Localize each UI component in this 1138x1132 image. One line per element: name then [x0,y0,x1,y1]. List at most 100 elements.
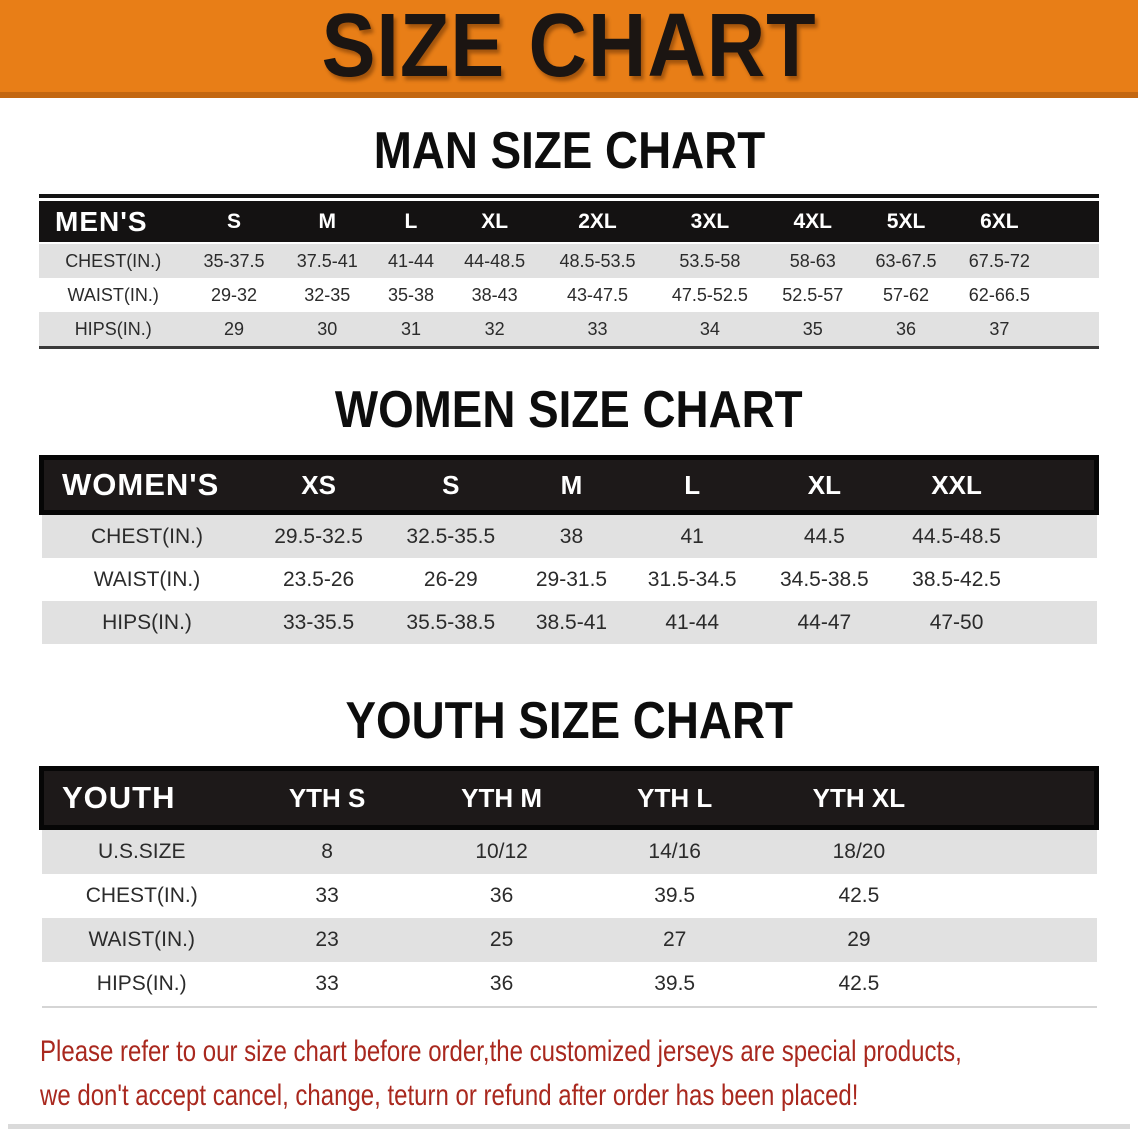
man-section-heading-text: MAN SIZE CHART [373,122,765,180]
row-filler [1022,512,1097,558]
measurement-cell: 34 [653,312,767,348]
measurement-cell: 25 [412,918,591,962]
measurement-cell: 10/12 [412,827,591,874]
measurement-cell: 18/20 [758,827,960,874]
measurement-cell: 41-44 [373,243,449,278]
measurement-cell: 47-50 [890,601,1023,644]
measurement-cell: 30 [280,312,374,348]
row-label: WAIST(IN.) [39,278,188,312]
row-filler [1022,601,1097,644]
man-section-heading: MAN SIZE CHART [0,123,1138,179]
measurement-cell: 67.5-72 [952,243,1046,278]
measurement-cell: 36 [412,874,591,918]
banner: SIZE CHART [0,0,1138,98]
measurement-cell: 33 [241,962,413,1007]
measurement-cell: 34.5-38.5 [758,558,891,601]
size-column-header: M [280,201,374,244]
measurement-cell: 52.5-57 [766,278,860,312]
measurement-cell: 43-47.5 [541,278,654,312]
size-column-header: 4XL [766,201,860,244]
header-filler [959,766,1100,830]
size-header-row: MEN'S S M L XL 2XL 3XL 4XL 5XL 6XL [39,201,1099,244]
row-filler [959,827,1097,874]
size-column-header: L [373,201,449,244]
measurement-cell: 35-37.5 [187,243,281,278]
men-table-top-rule [39,194,1099,198]
measurement-row: HIPS(IN.) 33 36 39.5 42.5 [41,962,1097,1007]
size-column-header: 5XL [859,201,953,244]
row-label: WAIST(IN.) [41,558,253,601]
measurement-cell: 26-29 [384,558,517,601]
men-size-table-zone: MEN'S S M L XL 2XL 3XL 4XL 5XL 6XL CHEST(IN.) 35-37… [39,194,1099,349]
table-group-label: YOUTH [38,766,242,830]
measurement-cell: 32-35 [280,278,374,312]
measurement-cell: 23 [241,918,413,962]
measurement-row: WAIST(IN.) 29-32 32-35 35-38 38-43 43-47.5 47.… [39,278,1099,312]
measurement-cell: 35-38 [373,278,449,312]
measurement-cell: 53.5-58 [653,243,767,278]
youth-section-heading: YOUTH SIZE CHART [0,693,1138,749]
measurement-row: WAIST(IN.) 23.5-26 26-29 29-31.5 31.5-34.5 34… [41,558,1097,601]
women-section-heading: WOMEN SIZE CHART [0,382,1138,438]
measurement-cell: 29.5-32.5 [252,512,385,558]
row-filler [959,918,1097,962]
measurement-cell: 38.5-42.5 [890,558,1023,601]
measurement-row: CHEST(IN.) 35-37.5 37.5-41 41-44 44-48.5 48.5… [39,243,1099,278]
measurement-cell: 42.5 [758,962,960,1007]
size-table: WOMEN'S XS S M L XL XXL CHEST(IN.) 29.5-32.5 32.5… [39,455,1099,644]
row-label: HIPS(IN.) [41,962,242,1007]
measurement-row: U.S.SIZE 8 10/12 14/16 18/20 [41,827,1097,874]
row-label: HIPS(IN.) [39,312,188,348]
measurement-row: CHEST(IN.) 33 36 39.5 42.5 [41,874,1097,918]
size-column-header: YTH L [590,766,759,830]
measurement-cell: 44-47 [758,601,891,644]
size-table: MEN'S S M L XL 2XL 3XL 4XL 5XL 6XL CHEST(IN.) 35-37… [39,201,1099,349]
measurement-cell: 35.5-38.5 [384,601,517,644]
measurement-cell: 44.5 [758,512,891,558]
measurement-cell: 47.5-52.5 [653,278,767,312]
size-column-header: L [626,455,759,515]
size-column-header: XL [448,201,542,244]
size-column-header: 2XL [541,201,654,244]
measurement-cell: 62-66.5 [952,278,1046,312]
size-column-header: YTH XL [758,766,960,830]
measurement-cell: 37.5-41 [280,243,374,278]
women-size-table: WOMEN'S XS S M L XL XXL CHEST(IN.) 29.5-32.5 32.5… [39,455,1099,644]
youth-size-table: YOUTH YTH S YTH M YTH L YTH XL U.S.SIZE 8 10/12… [38,766,1100,1008]
measurement-cell: 29 [187,312,281,348]
measurement-cell: 48.5-53.5 [541,243,654,278]
women-size-table-zone: WOMEN'S XS S M L XL XXL CHEST(IN.) 29.5-32.5 32.5… [39,455,1099,644]
measurement-cell: 8 [241,827,413,874]
measurement-row: CHEST(IN.) 29.5-32.5 32.5-35.5 38 41 44.5 44.5… [41,512,1097,558]
row-filler [1046,243,1099,278]
measurement-cell: 36 [412,962,591,1007]
table-group-label: MEN'S [39,201,188,244]
size-column-header: S [187,201,281,244]
youth-size-table-zone: YOUTH YTH S YTH M YTH L YTH XL U.S.SIZE 8 10/12… [38,766,1100,1008]
footer-note-line-1: Please refer to our size chart before or… [40,1035,962,1068]
row-label: U.S.SIZE [41,827,242,874]
measurement-cell: 33-35.5 [252,601,385,644]
row-filler [959,874,1097,918]
measurement-cell: 38.5-41 [516,601,627,644]
measurement-cell: 29-31.5 [516,558,627,601]
footer-note: Please refer to our size chart before or… [40,1030,1138,1118]
measurement-cell: 31 [373,312,449,348]
measurement-cell: 58-63 [766,243,860,278]
measurement-cell: 29 [758,918,960,962]
measurement-cell: 23.5-26 [252,558,385,601]
measurement-cell: 33 [241,874,413,918]
measurement-cell: 33 [541,312,654,348]
size-column-header: XS [252,455,385,515]
measurement-cell: 38-43 [448,278,542,312]
men-size-table: MEN'S S M L XL 2XL 3XL 4XL 5XL 6XL CHEST(IN.) 35-37… [39,201,1099,349]
row-filler [1046,312,1099,348]
women-section-heading-text: WOMEN SIZE CHART [335,381,803,439]
measurement-cell: 37 [952,312,1046,348]
header-filler [1022,455,1099,515]
size-column-header: YTH M [412,766,591,830]
measurement-row: HIPS(IN.) 33-35.5 35.5-38.5 38.5-41 41-44 44-… [41,601,1097,644]
size-column-header: 3XL [653,201,767,244]
measurement-cell: 41-44 [626,601,759,644]
